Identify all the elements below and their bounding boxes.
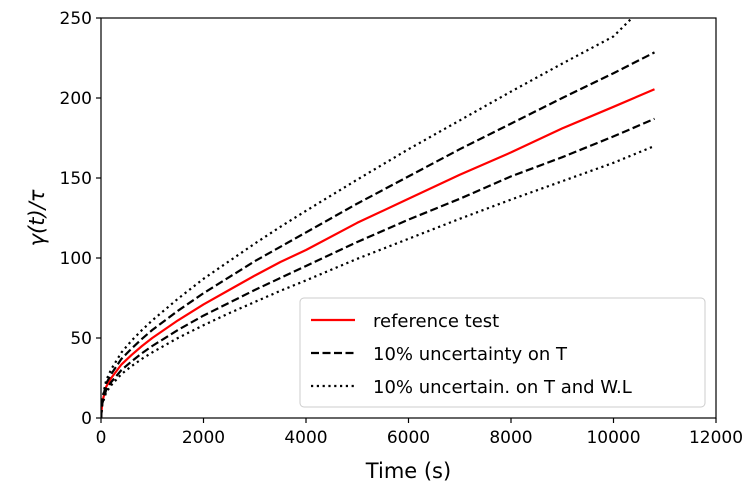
- x-axis-ticks: 0 2000 4000 6000 8000 10000 12000: [96, 418, 743, 448]
- legend-label-uncertainty-t-wl: 10% uncertain. on T and W.L: [373, 377, 632, 398]
- x-tick-label: 4000: [284, 428, 327, 448]
- x-tick-label: 8000: [489, 428, 532, 448]
- series-line-dotted-4: [101, 144, 655, 418]
- x-tick-label: 10000: [586, 428, 640, 448]
- legend-box: [299, 297, 706, 408]
- y-axis-label: γ(t)/τ: [25, 189, 49, 246]
- series-line-dashed-1: [101, 51, 655, 418]
- y-tick-label: 0: [81, 409, 92, 429]
- y-tick-label: 200: [60, 89, 92, 109]
- legend: reference test 10% uncertainty on T 10% …: [299, 297, 706, 408]
- x-tick-label: 0: [96, 428, 107, 448]
- x-tick-label: 2000: [182, 428, 225, 448]
- y-tick-label: 100: [60, 249, 92, 269]
- x-tick-label: 12000: [689, 428, 743, 448]
- y-tick-label: 150: [60, 169, 92, 189]
- y-tick-label: 50: [70, 329, 92, 349]
- series-line-solid-0: [101, 88, 655, 418]
- x-axis-label: Time (s): [365, 459, 451, 483]
- legend-label-reference-test: reference test: [373, 311, 499, 332]
- y-axis-ticks: 0 50 100 150 200 250: [60, 9, 101, 429]
- series-lines-layer: [101, 18, 655, 418]
- x-tick-label: 6000: [387, 428, 430, 448]
- y-tick-label: 250: [60, 9, 92, 29]
- legend-label-uncertainty-t: 10% uncertainty on T: [373, 344, 568, 365]
- series-line-dashed-2: [101, 117, 655, 418]
